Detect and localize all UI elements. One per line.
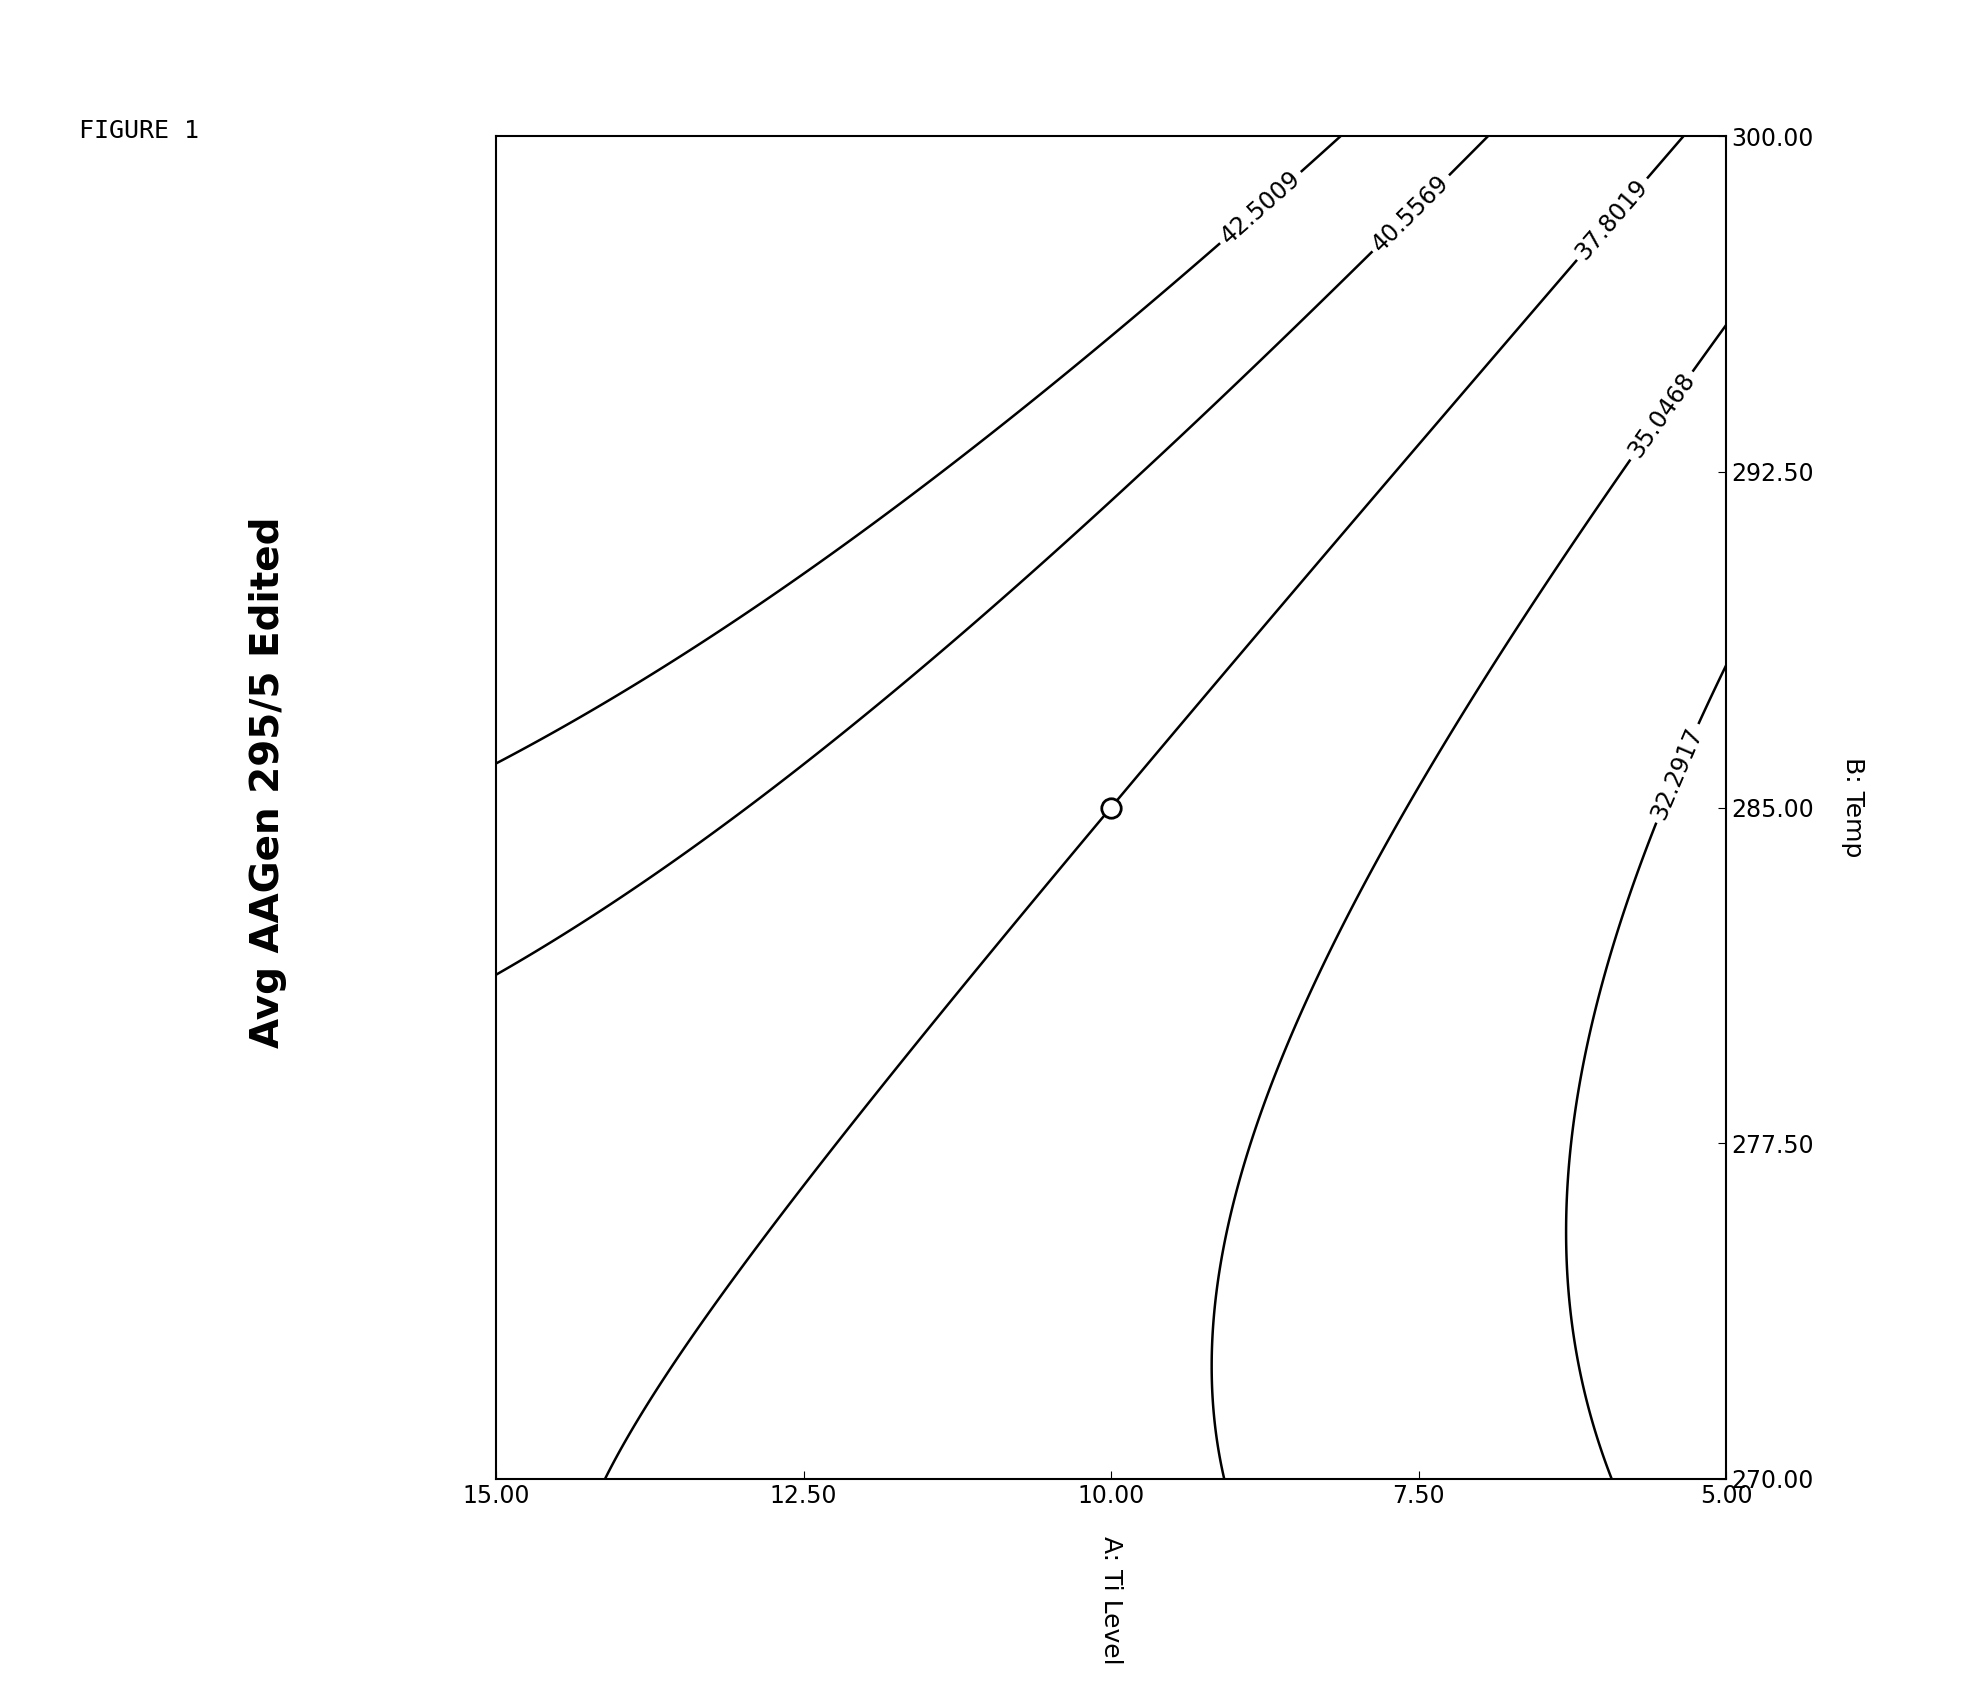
Text: 42.5009: 42.5009 [1216,167,1305,248]
X-axis label: A: Ti Level: A: Ti Level [1099,1535,1123,1664]
Text: 37.8019: 37.8019 [1571,175,1653,264]
Text: FIGURE 1: FIGURE 1 [79,119,198,143]
Text: 35.0468: 35.0468 [1623,369,1700,462]
Text: Avg AAGen 295/5 Edited: Avg AAGen 295/5 Edited [248,517,288,1047]
Text: 32.2917: 32.2917 [1647,724,1706,823]
Text: 40.5569: 40.5569 [1367,170,1454,257]
Y-axis label: B: Temp: B: Temp [1841,756,1865,858]
